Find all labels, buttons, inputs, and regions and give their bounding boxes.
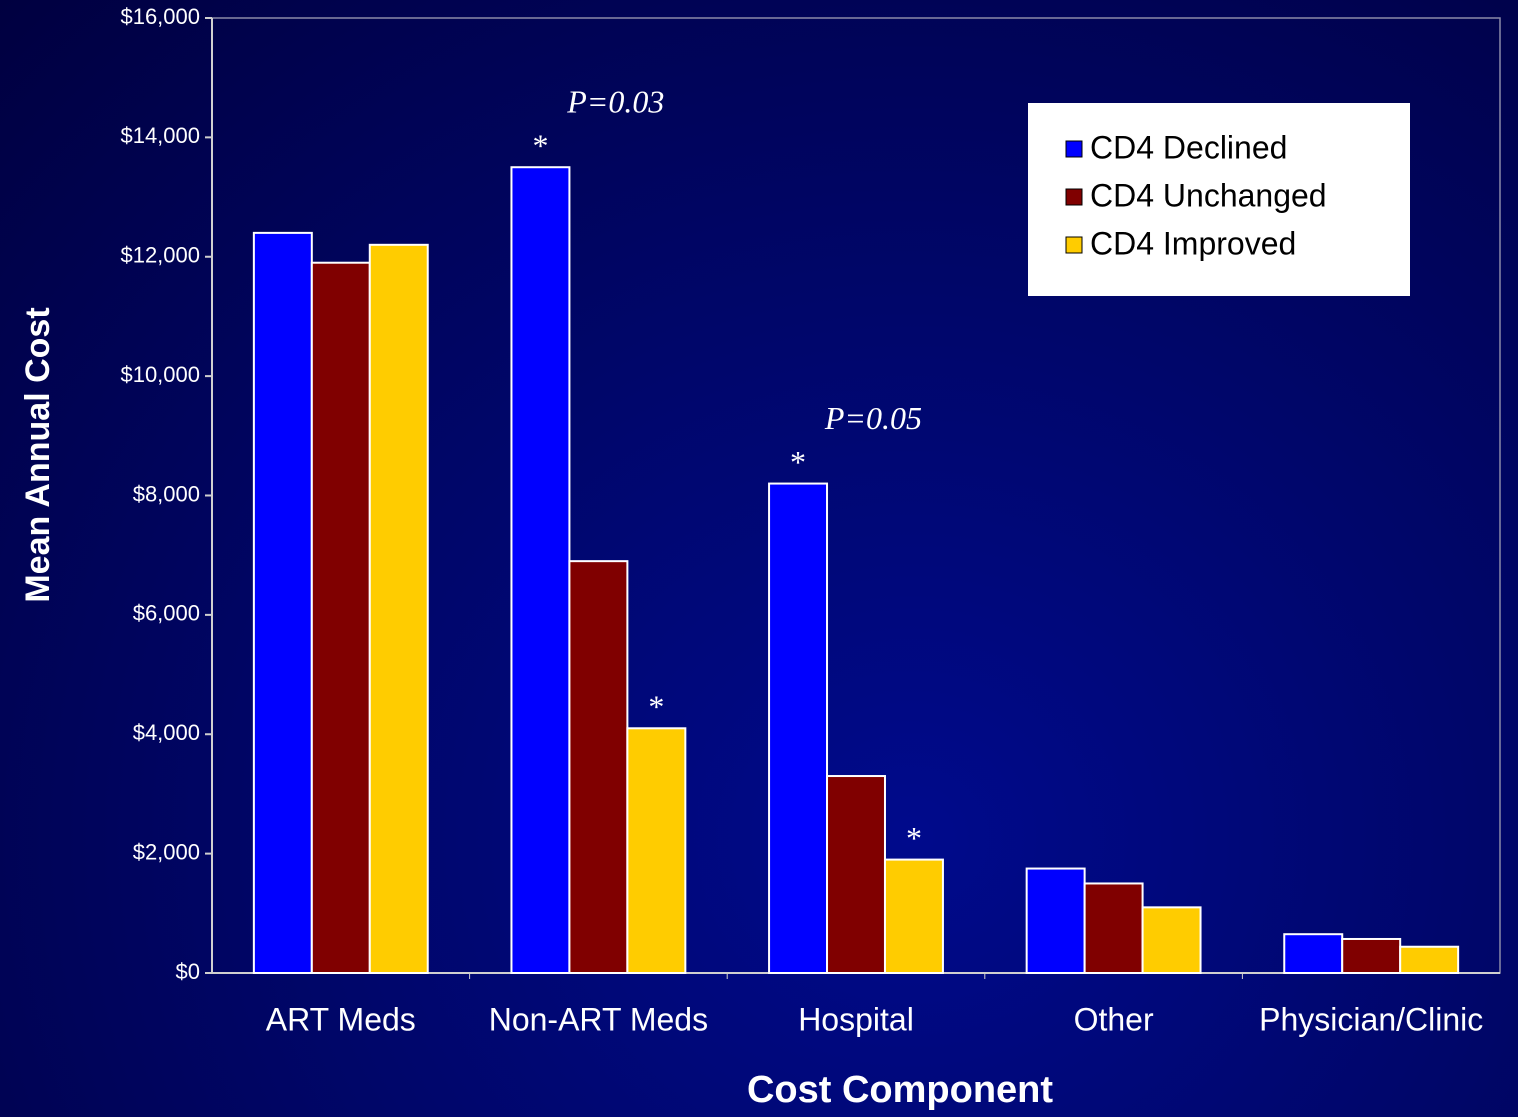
y-tick-label: $8,000 (133, 481, 200, 506)
bar (1025, 867, 1086, 974)
bar (626, 727, 687, 974)
bar (1399, 945, 1460, 974)
bar (568, 560, 629, 974)
legend (1028, 103, 1410, 296)
significance-mark: * (648, 689, 664, 725)
y-tick-label: $12,000 (120, 243, 200, 268)
x-tick-label: Non-ART Meds (489, 1001, 708, 1037)
bar (368, 243, 429, 974)
y-tick-label: $14,000 (120, 123, 200, 148)
significance-mark: * (906, 820, 922, 856)
bar (1283, 933, 1344, 974)
x-tick-label: Physician/Clinic (1259, 1001, 1483, 1037)
bar (310, 261, 371, 974)
legend-swatch (1065, 188, 1083, 206)
bar (768, 482, 829, 974)
bar (826, 775, 886, 974)
y-tick-label: $16,000 (120, 4, 200, 29)
bar (883, 858, 944, 974)
y-tick-label: $2,000 (133, 839, 200, 864)
significance-mark: * (532, 128, 548, 164)
y-tick-label: $10,000 (120, 362, 200, 387)
bar (510, 166, 571, 974)
legend-swatch (1065, 236, 1083, 254)
bar (1083, 882, 1144, 974)
y-axis-title: Mean Annual Cost (19, 307, 57, 602)
significance-mark: * (790, 444, 806, 480)
legend-label: CD4 Improved (1090, 225, 1296, 261)
bar (1141, 906, 1202, 974)
y-tick-label: $0 (176, 959, 200, 984)
p-value-note: P=0.05 (824, 400, 922, 436)
x-tick-label: Hospital (798, 1001, 914, 1037)
x-axis-title: Cost Component (747, 1069, 1053, 1111)
y-tick-label: $4,000 (133, 720, 200, 745)
y-tick-label: $6,000 (133, 601, 200, 626)
legend-label: CD4 Declined (1090, 129, 1287, 165)
p-value-note: P=0.03 (566, 84, 664, 120)
legend-label: CD4 Unchanged (1090, 177, 1327, 213)
x-tick-label: ART Meds (266, 1001, 416, 1037)
x-tick-label: Other (1074, 1001, 1154, 1037)
bar (252, 231, 313, 974)
legend-swatch (1065, 140, 1083, 158)
bar (1341, 937, 1402, 975)
